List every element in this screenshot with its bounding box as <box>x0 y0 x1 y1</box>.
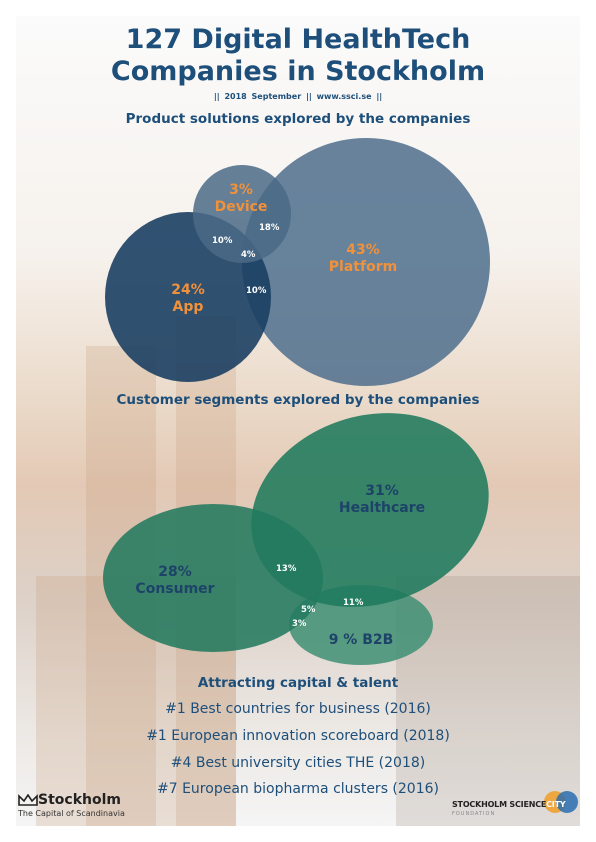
fact-item: #1 Best countries for business (2016) <box>165 701 431 717</box>
date-text: 2018 September <box>224 92 302 101</box>
overlap-consumer-b2b: 3% <box>292 619 307 629</box>
talent-section-heading: Attracting capital & talent <box>197 675 399 691</box>
overlap-app-platform: 10% <box>246 286 267 296</box>
consumer-circle <box>103 504 323 652</box>
consumer-label: 28% Consumer <box>135 564 215 597</box>
fact-item: #7 European biopharma clusters (2016) <box>157 781 439 797</box>
platform-label: 43% Platform <box>328 242 398 275</box>
overlap-center: 5% <box>301 605 316 615</box>
science-city-circles-icon <box>544 791 578 813</box>
url-link[interactable]: www.ssci.se <box>316 92 372 101</box>
stockholm-logo[interactable]: Stockholm The Capital of Scandinavia <box>18 792 125 818</box>
stockholm-brand-text: Stockholm <box>38 792 121 808</box>
stockholm-tagline: The Capital of Scandinavia <box>18 809 125 818</box>
crown-icon <box>18 794 38 806</box>
overlap-device-app: 10% <box>212 236 233 246</box>
overlap-device-platform: 18% <box>259 223 280 233</box>
overlap-all: 4% <box>241 250 256 260</box>
date-url-line: || 2018 September || www.ssci.se || <box>213 92 383 101</box>
customer-section-heading: Customer segments explored by the compan… <box>116 392 480 408</box>
b2b-label: 9 % B2B <box>328 632 394 648</box>
product-section-heading: Product solutions explored by the compan… <box>125 111 471 127</box>
device-circle <box>193 165 291 263</box>
app-label: 24% App <box>171 282 205 315</box>
device-label: 3% Device <box>214 182 268 215</box>
ssc-foundation: FOUNDATION <box>452 811 496 817</box>
fact-item: #4 Best university cities THE (2018) <box>170 755 426 771</box>
b2b-circle <box>289 585 433 665</box>
healthcare-label: 31% Healthcare <box>338 483 426 516</box>
platform-circle <box>242 138 490 386</box>
page-title: 127 Digital HealthTech Companies in Stoc… <box>110 24 486 87</box>
overlap-consumer-healthcare: 13% <box>276 564 297 574</box>
ssc-name: STOCKHOLM SCIENCECITY <box>452 800 566 809</box>
overlap-healthcare-b2b: 11% <box>343 598 364 608</box>
stockholm-science-city-logo[interactable]: STOCKHOLM SCIENCECITY FOUNDATION <box>452 782 580 822</box>
fact-item: #1 European innovation scoreboard (2018) <box>146 728 450 744</box>
